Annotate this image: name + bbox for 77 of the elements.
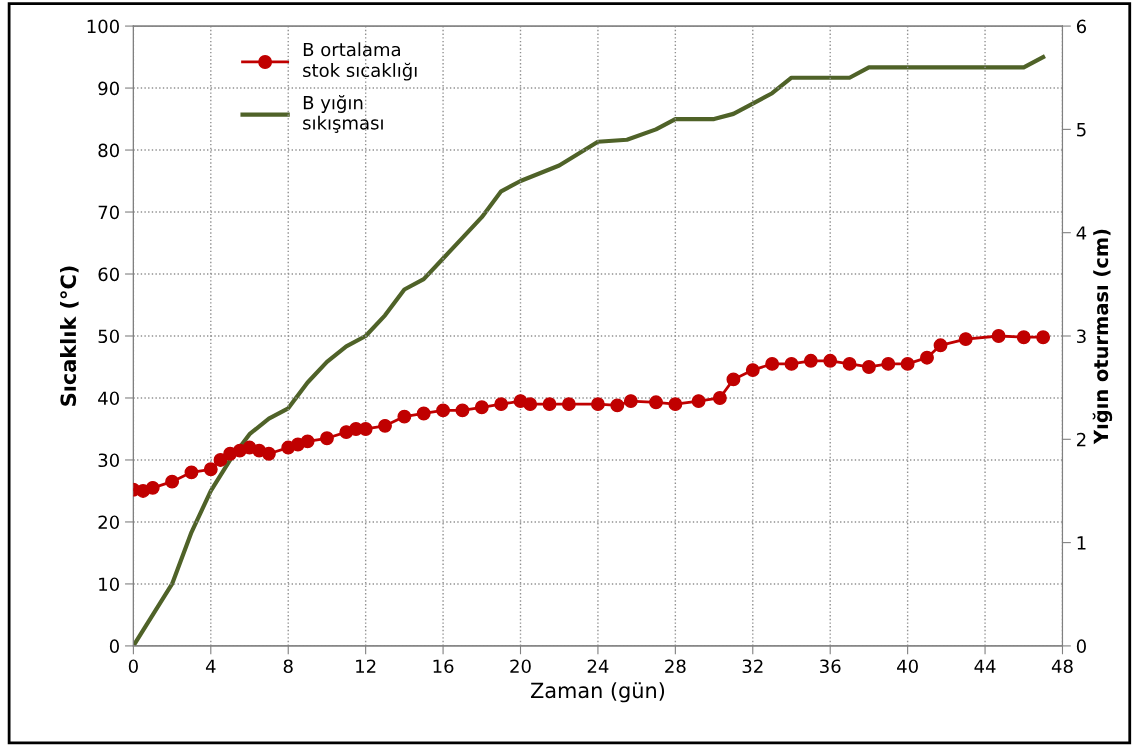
- y-tick-label: 100: [87, 19, 119, 34]
- point: [1016, 330, 1031, 345]
- point: [165, 474, 180, 489]
- x-tick-label: 28: [665, 659, 686, 674]
- point: [842, 356, 857, 371]
- y-tick-label: 30: [98, 453, 119, 468]
- point: [1036, 330, 1051, 345]
- y-tick-label: 90: [98, 81, 119, 96]
- y2-tick-label: 1: [1077, 536, 1086, 550]
- point: [881, 356, 896, 371]
- x-tick-label: 0: [128, 659, 138, 674]
- point: [455, 403, 470, 418]
- point: [933, 338, 948, 353]
- y-tick-label: 50: [98, 329, 119, 344]
- x-axis-title: Zaman (gün): [530, 682, 665, 703]
- x-tick-label: 40: [897, 659, 918, 674]
- y-tick-label: 70: [98, 205, 119, 220]
- y-tick-label: 20: [98, 515, 119, 530]
- point: [561, 397, 576, 412]
- legend-label: B yığın sıkışması: [303, 95, 383, 133]
- point: [649, 395, 663, 410]
- y2-axis-title: Yığın oturması (cm): [1092, 229, 1113, 445]
- y-tick-label: 0: [109, 639, 119, 654]
- y2-tick-label: 2: [1077, 432, 1086, 447]
- x-tick-label: 8: [283, 659, 293, 674]
- x-tick-label: 16: [433, 659, 454, 674]
- y2-tick-label: 0: [1076, 639, 1086, 654]
- x-tick-label: 12: [356, 659, 376, 673]
- x-tick-label: 4: [205, 659, 216, 673]
- point: [668, 397, 683, 412]
- point: [803, 353, 818, 368]
- point: [397, 409, 412, 424]
- point: [861, 360, 876, 374]
- point: [784, 356, 799, 371]
- legend-label: B ortalama stok sıcaklığı: [303, 42, 417, 81]
- point: [300, 434, 315, 449]
- y2-tick-label: 5: [1077, 123, 1086, 137]
- y2-tick-label: 4: [1076, 226, 1087, 240]
- point: [378, 418, 392, 433]
- point: [900, 356, 915, 371]
- y-tick-label: 80: [98, 143, 119, 158]
- point: [145, 480, 160, 495]
- point: [203, 462, 218, 477]
- x-tick-label: 48: [1051, 659, 1073, 674]
- y-axis-title: Sıcaklık (°C): [60, 266, 79, 406]
- x-tick-label: 32: [742, 659, 763, 674]
- point: [494, 397, 509, 412]
- point: [474, 400, 489, 415]
- x-tick-label: 20: [510, 659, 531, 674]
- point: [991, 329, 1006, 343]
- point: [610, 398, 625, 413]
- point: [184, 465, 199, 480]
- x-tick-label: 24: [587, 659, 609, 673]
- point: [823, 353, 838, 368]
- point: [542, 397, 557, 412]
- point: [726, 372, 741, 387]
- point: [691, 394, 706, 409]
- point: [765, 356, 780, 371]
- point: [623, 394, 638, 409]
- point: [436, 403, 451, 418]
- y-tick-label: 40: [98, 391, 119, 406]
- x-tick-label: 44: [974, 659, 996, 673]
- point: [319, 431, 334, 446]
- point: [745, 363, 760, 378]
- point: [712, 391, 727, 405]
- y2-tick-label: 3: [1077, 329, 1086, 344]
- point: [261, 446, 276, 461]
- x-tick-label: 36: [820, 659, 841, 674]
- point: [213, 453, 228, 467]
- point: [958, 332, 973, 347]
- y-tick-label: 10: [99, 577, 119, 592]
- point: [920, 350, 934, 365]
- point: [590, 397, 605, 412]
- y-tick-label: 60: [98, 267, 119, 282]
- point: [523, 397, 538, 412]
- point: [416, 406, 431, 421]
- y2-tick-label: 6: [1076, 19, 1087, 34]
